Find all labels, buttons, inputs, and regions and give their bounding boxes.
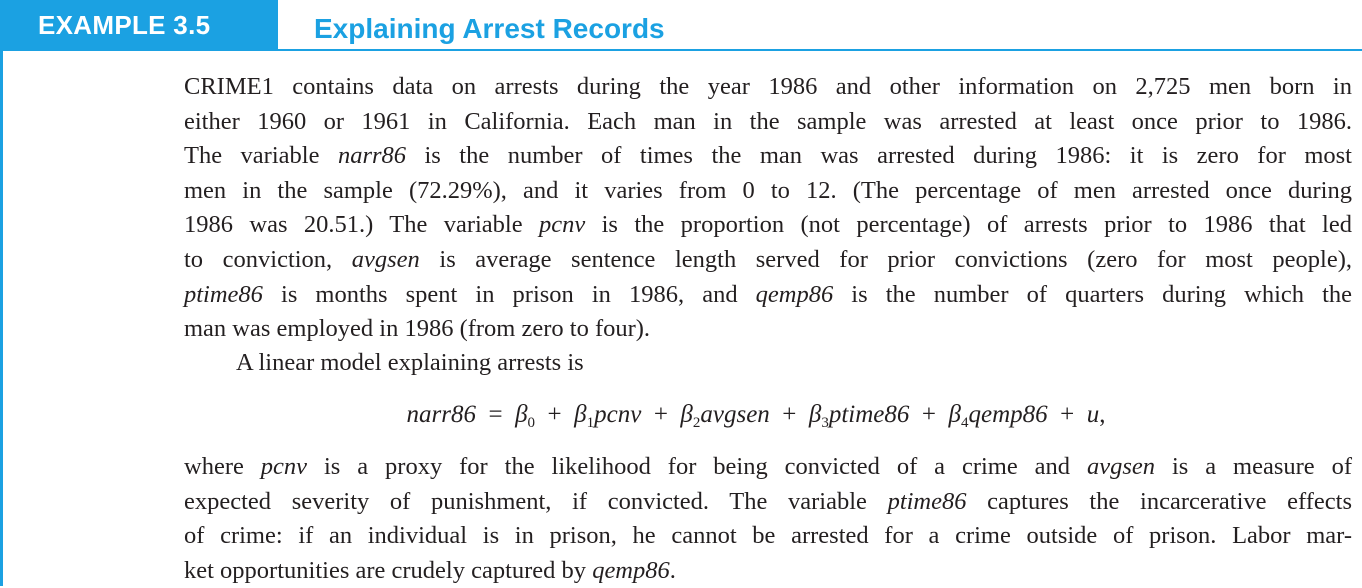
variable-name: pcnv bbox=[260, 453, 308, 480]
text-line: ptime86 is months spent in prison in 198… bbox=[184, 278, 1352, 313]
text-segment: is a proxy for the likelihood for being … bbox=[307, 453, 1087, 480]
text-line: to conviction, avgsen is average sentenc… bbox=[184, 243, 1352, 278]
text-line: CRIME1 contains data on arrests during t… bbox=[184, 70, 1352, 105]
paragraph-variable-interpretation: where pcnv is a proxy for the likelihood… bbox=[184, 450, 1352, 588]
text-segment: to conviction, bbox=[184, 245, 352, 273]
text-segment: is a measure of bbox=[1155, 453, 1353, 480]
equation-plus: + bbox=[1047, 401, 1087, 428]
equation-variable: qemp86 bbox=[968, 401, 1048, 428]
variable-name: avgsen bbox=[351, 245, 420, 273]
equation-plus: + bbox=[535, 401, 575, 428]
equation-subscript: 2 bbox=[692, 415, 701, 431]
text-line: either 1960 or 1961 in California. Each … bbox=[184, 105, 1352, 140]
model-intro-text: A linear model explaining arrests is bbox=[236, 349, 584, 376]
text-segment: where bbox=[184, 453, 261, 480]
text-segment: is the number of times the man was arres… bbox=[406, 142, 1352, 170]
text-line: of crime: if an individual is in prison,… bbox=[184, 519, 1352, 554]
equation-plus: + bbox=[641, 401, 681, 428]
example-title: Explaining Arrest Records bbox=[314, 13, 665, 44]
example-badge: EXAMPLE 3.5 bbox=[0, 0, 278, 51]
equation-variable: pcnv bbox=[594, 401, 642, 428]
variable-name: pcnv bbox=[538, 211, 586, 239]
left-margin-rule bbox=[0, 51, 3, 586]
equation-lhs: narr86 bbox=[406, 401, 476, 428]
text-line: where pcnv is a proxy for the likelihood… bbox=[184, 450, 1352, 485]
text-segment: is the number of quarters during which t… bbox=[833, 280, 1352, 308]
paragraph-data-description: CRIME1 contains data on arrests during t… bbox=[184, 70, 1352, 347]
equation-plus: + bbox=[769, 401, 809, 428]
variable-name: narr86 bbox=[337, 142, 407, 170]
equation-subscript: 0 bbox=[527, 415, 536, 431]
text-segment: either 1960 or 1961 in California. Each … bbox=[184, 107, 1352, 135]
equation-subscript: 3 bbox=[821, 415, 829, 431]
equation-subscript: 4 bbox=[960, 415, 969, 431]
text-segment: expected severity of punishment, if conv… bbox=[184, 487, 888, 515]
equation-variable: avgsen bbox=[700, 401, 770, 428]
text-segment: captures the incarcerative effects bbox=[966, 487, 1352, 515]
text-segment: men in the sample (72.29%), and it varie… bbox=[184, 176, 1352, 204]
text-segment: is the proportion (not percentage) of ar… bbox=[585, 211, 1352, 239]
text-line: man was employed in 1986 (from zero to f… bbox=[184, 312, 1352, 347]
variable-name: qemp86 bbox=[592, 556, 670, 584]
text-segment: . bbox=[669, 556, 676, 584]
equation-subscript: 1 bbox=[586, 415, 595, 431]
equation-coefficient: β bbox=[680, 401, 693, 428]
variable-name: ptime86 bbox=[184, 280, 263, 308]
text-line: expected severity of punishment, if conv… bbox=[184, 485, 1352, 520]
text-line: 1986 was 20.51.) The variable pcnv is th… bbox=[184, 208, 1352, 243]
text-segment: ket opportunities are crudely captured b… bbox=[184, 556, 593, 584]
text-segment: The variable bbox=[184, 142, 338, 170]
equation-coefficient: β bbox=[948, 401, 961, 428]
text-segment: CRIME1 contains data on arrests during t… bbox=[184, 73, 1352, 100]
equation-coefficient: β bbox=[808, 401, 822, 428]
text-line: ket opportunities are crudely captured b… bbox=[184, 554, 1352, 588]
equation-trailing: , bbox=[1099, 401, 1106, 428]
text-segment: 1986 was 20.51.) The variable bbox=[184, 211, 539, 239]
equation-plus: + bbox=[909, 401, 949, 428]
equation-variable: ptime86 bbox=[828, 401, 910, 428]
text-segment: is months spent in prison in 1986, and bbox=[262, 280, 756, 308]
text-segment: is average sentence length served for pr… bbox=[419, 245, 1353, 273]
text-line: The variable narr86 is the number of tim… bbox=[184, 139, 1352, 174]
equation-equals: = bbox=[475, 401, 516, 428]
equation-coefficient: β bbox=[574, 401, 587, 428]
header-rule bbox=[278, 49, 1362, 51]
variable-name: avgsen bbox=[1086, 453, 1156, 480]
equation-variable: u bbox=[1086, 401, 1100, 428]
paragraph-model-intro: A linear model explaining arrests is bbox=[236, 346, 1352, 381]
equation-coefficient: β bbox=[515, 401, 528, 428]
text-line: men in the sample (72.29%), and it varie… bbox=[184, 174, 1352, 209]
regression-equation: narr86 = β0 + β1pcnv + β2avgsen + β3ptim… bbox=[0, 400, 1362, 431]
variable-name: qemp86 bbox=[755, 280, 834, 308]
variable-name: ptime86 bbox=[887, 487, 967, 515]
text-segment: of crime: if an individual is in prison,… bbox=[184, 522, 1352, 550]
text-segment: man was employed in 1986 (from zero to f… bbox=[184, 315, 651, 343]
